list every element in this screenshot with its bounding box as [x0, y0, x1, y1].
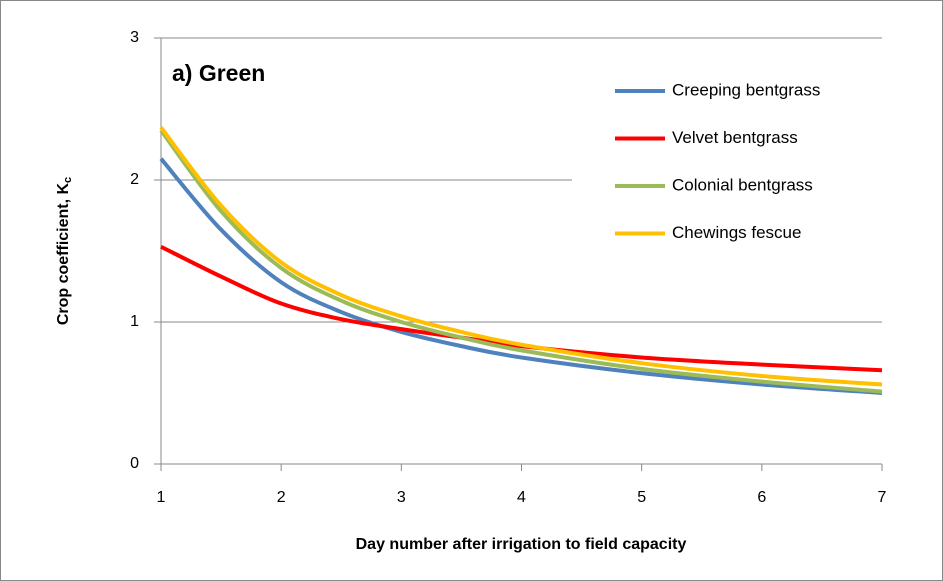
series-line — [159, 129, 883, 394]
y-tick-label: 3 — [130, 29, 139, 46]
x-tick-label: 2 — [277, 489, 286, 506]
x-tick-label: 5 — [637, 489, 646, 506]
x-tick-label: 6 — [757, 489, 766, 506]
y-tick-label: 0 — [130, 455, 139, 472]
x-tick-label: 4 — [517, 489, 526, 506]
x-tick-label: 7 — [878, 489, 887, 506]
y-tick-label: 1 — [130, 313, 139, 330]
legend-background — [572, 66, 894, 256]
series-line — [159, 157, 883, 395]
y-axis-label-subscript: c — [62, 177, 74, 183]
y-tick-label: 2 — [130, 171, 139, 188]
legend-label: Velvet bentgrass — [672, 128, 798, 147]
legend-label: Colonial bentgrass — [672, 175, 813, 194]
legend-label: Chewings fescue — [672, 223, 801, 242]
x-axis-label: Day number after irrigation to field cap… — [356, 536, 687, 553]
annotation: a) Green — [172, 60, 265, 86]
x-tick-label: 1 — [157, 489, 166, 506]
y-axis-label-main: Crop coefficient, K — [55, 183, 72, 326]
legend-label: Creeping bentgrass — [672, 80, 820, 99]
y-axis-label: Crop coefficient, Kc — [55, 177, 74, 325]
x-tick-label: 3 — [397, 489, 406, 506]
series-line — [159, 126, 883, 387]
